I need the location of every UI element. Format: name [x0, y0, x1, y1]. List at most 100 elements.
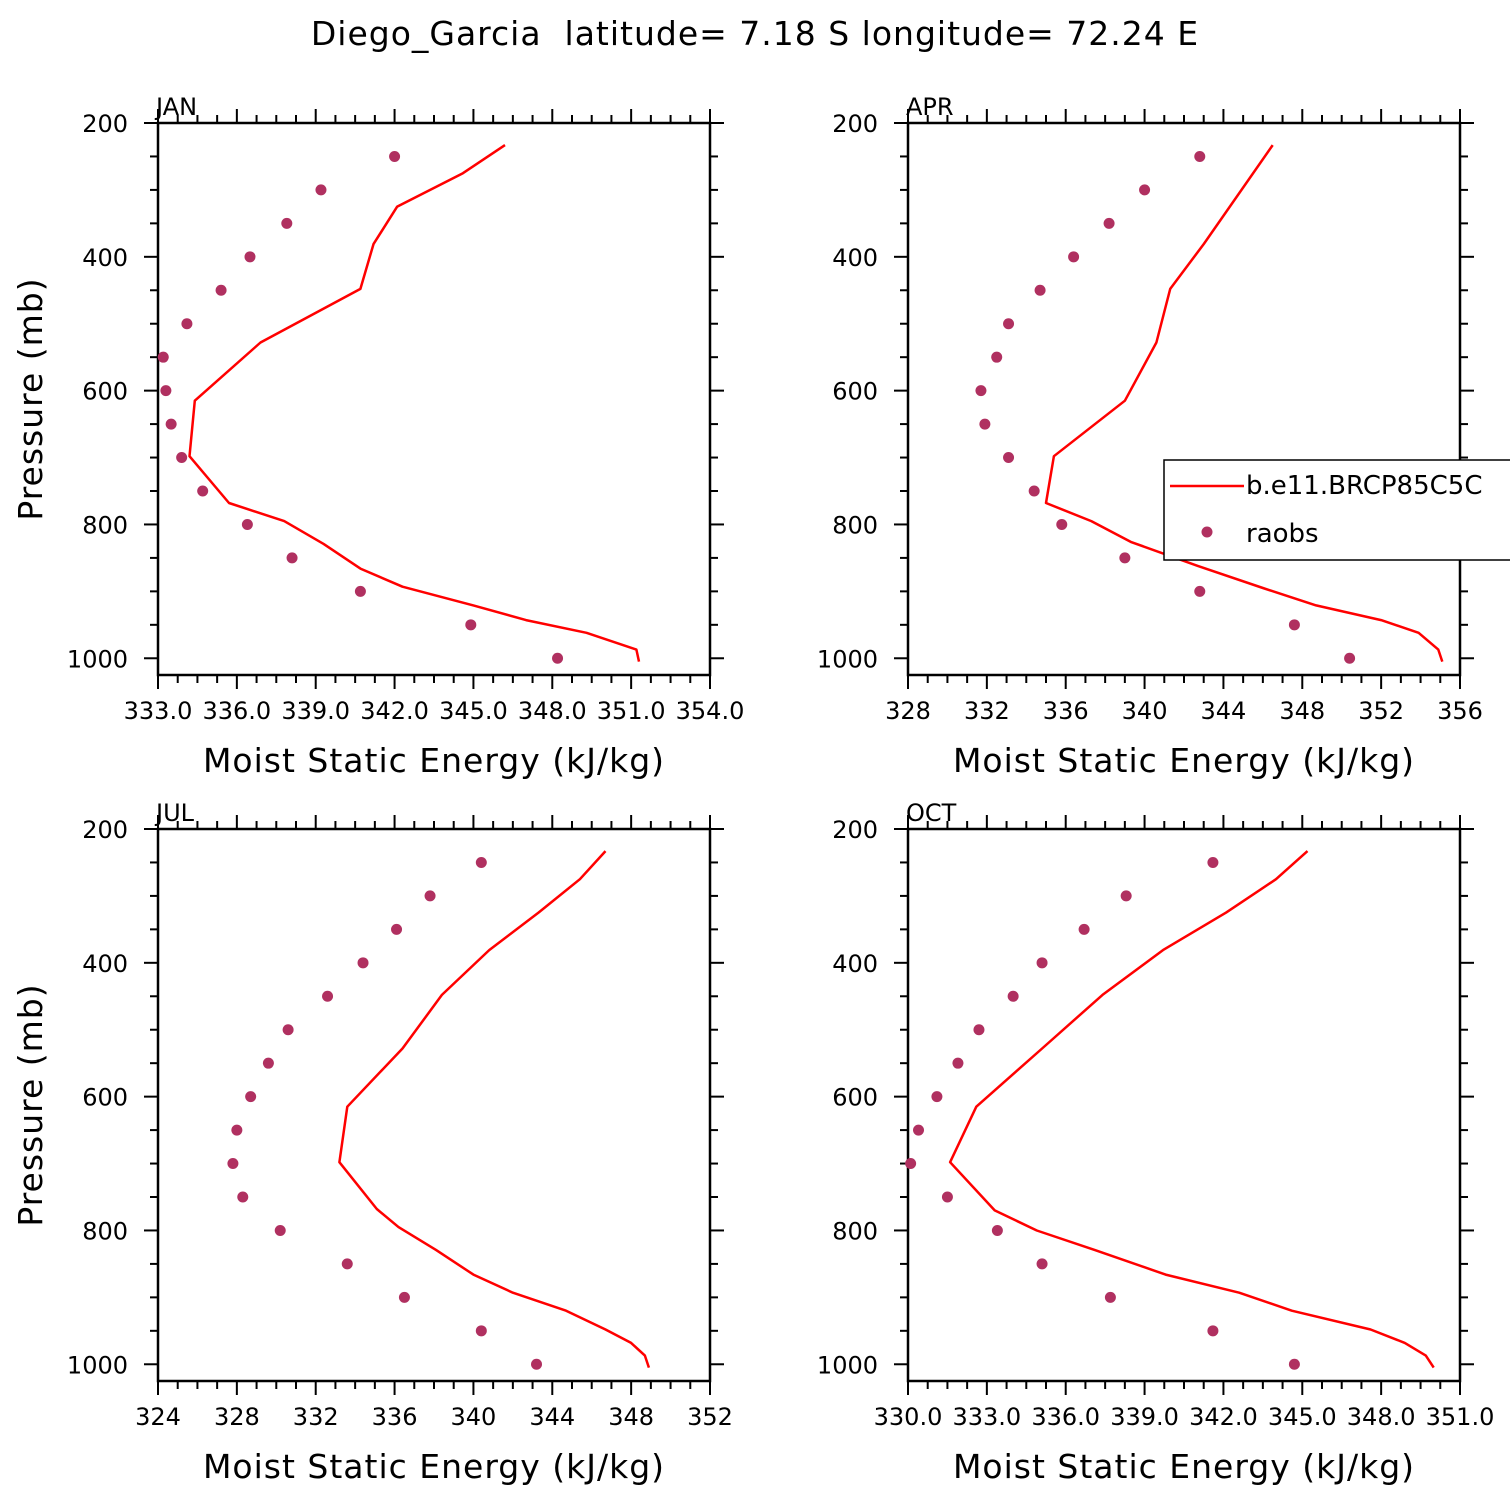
- raobs-point: [1007, 990, 1019, 1002]
- x-axis-label: Moist Static Energy (kJ/kg): [203, 741, 665, 780]
- x-tick-label: 352: [687, 1403, 733, 1431]
- raobs-point: [197, 485, 209, 497]
- x-tick-label: 348: [608, 1403, 654, 1431]
- x-axis-label: Moist Static Energy (kJ/kg): [203, 1447, 665, 1486]
- raobs-point: [391, 923, 403, 935]
- series-line-model: [188, 144, 641, 662]
- raobs-point: [475, 1325, 487, 1337]
- raobs-point: [165, 418, 177, 430]
- y-tick-label: 400: [82, 950, 128, 978]
- raobs-point: [176, 452, 188, 464]
- raobs-point: [315, 184, 327, 196]
- raobs-point: [1003, 318, 1015, 330]
- raobs-point: [231, 1124, 243, 1136]
- raobs-point: [913, 1124, 925, 1136]
- raobs-point: [1003, 452, 1015, 464]
- x-axis-label: Moist Static Energy (kJ/kg): [953, 741, 1415, 780]
- raobs-point: [905, 1158, 917, 1170]
- panel-oct: OCT 200 400 600 800 1000 330.0 333.0 336.0 339.0 3…: [817, 799, 1494, 1486]
- raobs-point: [991, 351, 1003, 363]
- x-tick-label: 348.0: [518, 697, 587, 725]
- x-tick-label: 333.0: [124, 697, 193, 725]
- x-tick-label: 351.0: [597, 697, 666, 725]
- raobs-point: [160, 385, 172, 397]
- raobs-point: [1194, 150, 1206, 162]
- raobs-point: [1194, 585, 1206, 597]
- raobs-point: [244, 251, 256, 263]
- x-tick-label: 345.0: [439, 697, 508, 725]
- raobs-point: [424, 890, 436, 902]
- y-tick-label: 400: [832, 950, 878, 978]
- raobs-point: [282, 1024, 294, 1036]
- x-tick-label: 348.0: [1347, 1403, 1416, 1431]
- y-tick-label: 1000: [67, 645, 128, 673]
- raobs-point: [357, 957, 369, 969]
- raobs-point: [181, 318, 193, 330]
- legend-box: [1163, 459, 1510, 561]
- raobs-point: [1056, 518, 1068, 530]
- panel-label: APR: [906, 93, 954, 121]
- raobs-point: [1207, 1325, 1219, 1337]
- raobs-point: [991, 1224, 1003, 1236]
- x-tick-label: 332: [293, 1403, 339, 1431]
- panel-label: JUL: [154, 799, 195, 827]
- panel-jan: JAN 200 400 600 800 1000 333.0 336.0 339.0 342.0 3…: [11, 93, 744, 780]
- x-tick-label: 342.0: [360, 697, 429, 725]
- raobs-point: [465, 619, 477, 631]
- panel-label: OCT: [906, 799, 957, 827]
- x-tick-label: 342.0: [1189, 1403, 1258, 1431]
- raobs-point: [1068, 251, 1080, 263]
- raobs-point: [241, 518, 253, 530]
- x-tick-label: 354.0: [676, 697, 745, 725]
- raobs-point: [1036, 1258, 1048, 1270]
- raobs-point: [389, 150, 401, 162]
- y-tick-label: 600: [832, 1084, 878, 1112]
- raobs-point: [1207, 856, 1219, 868]
- raobs-point: [979, 418, 991, 430]
- raobs-point: [1104, 1291, 1116, 1303]
- series-line-model: [1044, 144, 1444, 662]
- raobs-point: [322, 990, 334, 1002]
- series-line-model: [338, 850, 651, 1368]
- raobs-point: [1120, 890, 1132, 902]
- raobs-point: [1103, 217, 1115, 229]
- raobs-point: [157, 351, 169, 363]
- figure-title: Diego_Garcia latitude= 7.18 S longitude=…: [311, 14, 1199, 53]
- x-tick-label: 345.0: [1268, 1403, 1337, 1431]
- raobs-point: [274, 1224, 286, 1236]
- y-axis-label: Pressure (mb): [11, 983, 50, 1226]
- raobs-point: [1344, 652, 1356, 664]
- raobs-point: [341, 1258, 353, 1270]
- x-tick-label: 340: [451, 1403, 497, 1431]
- raobs-point: [941, 1191, 953, 1203]
- x-tick-label: 351.0: [1426, 1403, 1495, 1431]
- series-line-model: [948, 850, 1435, 1369]
- x-tick-label: 344: [1201, 697, 1247, 725]
- raobs-point: [531, 1358, 543, 1370]
- panels: JAN 200 400 600 800 1000 333.0 336.0 339.0 342.0 3…: [11, 93, 1494, 1486]
- raobs-point: [286, 552, 298, 564]
- x-tick-label: 340: [1122, 697, 1168, 725]
- y-tick-label: 1000: [817, 1351, 878, 1379]
- legend-entry-model: b.e11.BRCP85C5C: [1246, 471, 1483, 501]
- y-tick-label: 400: [82, 244, 128, 272]
- raobs-point: [215, 284, 227, 296]
- raobs-point: [1028, 485, 1040, 497]
- legend: b.e11.BRCP85C5C raobs: [1163, 459, 1510, 561]
- y-tick-label: 400: [832, 244, 878, 272]
- x-tick-label: 344: [529, 1403, 575, 1431]
- raobs-point: [552, 652, 564, 664]
- raobs-point: [1036, 957, 1048, 969]
- y-tick-label: 200: [832, 110, 878, 138]
- raobs-point: [975, 385, 987, 397]
- y-tick-label: 600: [82, 1084, 128, 1112]
- legend-entry-raobs: raobs: [1246, 519, 1319, 549]
- y-tick-label: 800: [832, 1217, 878, 1245]
- x-tick-label: 330.0: [874, 1403, 943, 1431]
- raobs-point: [1288, 619, 1300, 631]
- raobs-point: [1139, 184, 1151, 196]
- raobs-point: [1034, 284, 1046, 296]
- x-tick-label: 339.0: [1110, 1403, 1179, 1431]
